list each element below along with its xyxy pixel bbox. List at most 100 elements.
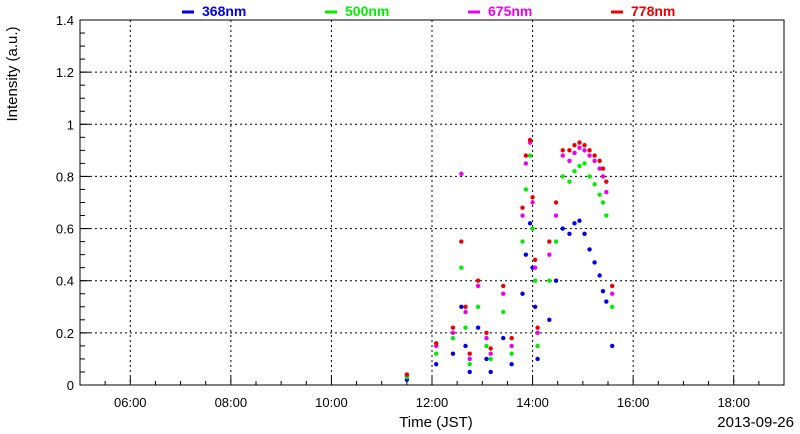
data-point <box>501 309 506 315</box>
data-point <box>488 351 493 356</box>
data-point <box>463 325 468 330</box>
data-point <box>577 140 582 145</box>
data-point <box>553 200 559 205</box>
data-point <box>572 169 577 174</box>
axis-ticks: 06:00 08:00 10:00 12:00 14:00 16:00 18:00 0 0.2 0… <box>56 13 760 410</box>
data-point <box>567 158 572 163</box>
data-point <box>577 218 582 223</box>
data-point <box>459 239 464 244</box>
data-point <box>520 239 525 244</box>
y-axis-title: Intensity (a.u.) <box>4 26 21 121</box>
legend-label: 778nm <box>631 3 675 19</box>
data-point <box>547 239 552 244</box>
data-point <box>532 278 538 283</box>
data-point <box>523 161 529 166</box>
data-point <box>404 372 410 377</box>
data-point <box>501 291 506 296</box>
legend-label: 675nm <box>488 3 532 19</box>
data-point <box>532 304 538 309</box>
data-point <box>592 260 597 265</box>
legend: 368nm 500nm 675nm 778nm <box>182 3 675 19</box>
y-tick-label: 0.4 <box>56 274 74 289</box>
data-point <box>520 291 525 296</box>
data-point <box>582 231 587 236</box>
data-point <box>597 192 602 197</box>
data-point <box>535 325 540 330</box>
data-point <box>433 361 439 367</box>
data-point <box>592 153 597 158</box>
x-tick-label: 08:00 <box>215 395 248 410</box>
y-tick-label: 0.2 <box>56 326 74 341</box>
data-point <box>459 171 464 177</box>
y-tick-label: 0 <box>67 378 74 393</box>
data-point <box>463 343 468 349</box>
data-point <box>509 335 514 341</box>
data-point <box>459 265 464 270</box>
data-point <box>520 213 525 218</box>
y-tick-label: 1 <box>67 117 74 132</box>
data-point <box>475 283 481 289</box>
data-point <box>577 145 582 150</box>
y-tick-label: 0.6 <box>56 222 74 237</box>
data-point <box>572 221 577 226</box>
data-point <box>535 343 540 349</box>
y-tick-label: 1.4 <box>56 13 74 28</box>
data-point <box>450 325 456 330</box>
data-points <box>404 137 615 382</box>
data-point <box>530 226 535 231</box>
data-point <box>587 153 592 158</box>
legend-label: 368nm <box>202 3 246 19</box>
x-axis-title: Time (JST) <box>399 414 473 431</box>
data-point <box>577 163 582 169</box>
data-point <box>582 148 587 153</box>
data-point <box>547 278 552 283</box>
data-point <box>567 148 572 153</box>
data-point <box>450 330 456 336</box>
data-point <box>597 166 602 171</box>
data-point <box>609 283 615 289</box>
data-point <box>467 361 472 367</box>
data-point <box>609 343 615 349</box>
data-point <box>567 231 572 236</box>
data-point <box>560 226 565 231</box>
data-point <box>560 174 565 179</box>
data-point <box>501 335 506 341</box>
data-point <box>587 247 592 252</box>
data-point <box>567 179 572 184</box>
data-point <box>600 174 606 179</box>
data-point <box>582 142 587 148</box>
y-tick-label: 0.8 <box>56 169 74 184</box>
data-point <box>553 239 559 244</box>
data-point <box>609 304 615 309</box>
data-point <box>509 361 514 367</box>
data-point <box>484 356 489 362</box>
data-point <box>475 325 481 330</box>
data-point <box>475 278 481 283</box>
data-point <box>523 252 529 257</box>
data-point <box>527 137 533 143</box>
data-point <box>527 221 533 226</box>
data-point <box>530 200 535 205</box>
data-point <box>532 257 538 263</box>
data-point <box>553 278 559 283</box>
data-point <box>488 369 493 375</box>
data-point <box>572 150 577 156</box>
series-675nm <box>404 140 615 377</box>
data-point <box>509 351 514 356</box>
data-point <box>600 166 606 171</box>
data-point <box>523 153 529 158</box>
data-point <box>587 174 592 179</box>
data-point <box>532 265 538 270</box>
x-tick-label: 14:00 <box>516 395 549 410</box>
data-point <box>560 148 565 153</box>
data-point <box>463 304 468 309</box>
x-tick-label: 16:00 <box>617 395 650 410</box>
data-point <box>604 213 609 218</box>
x-tick-label: 10:00 <box>315 395 348 410</box>
data-point <box>467 356 472 362</box>
data-point <box>604 179 609 184</box>
grid <box>80 19 784 385</box>
data-point <box>501 283 506 289</box>
data-point <box>459 304 464 309</box>
data-point <box>433 351 439 356</box>
